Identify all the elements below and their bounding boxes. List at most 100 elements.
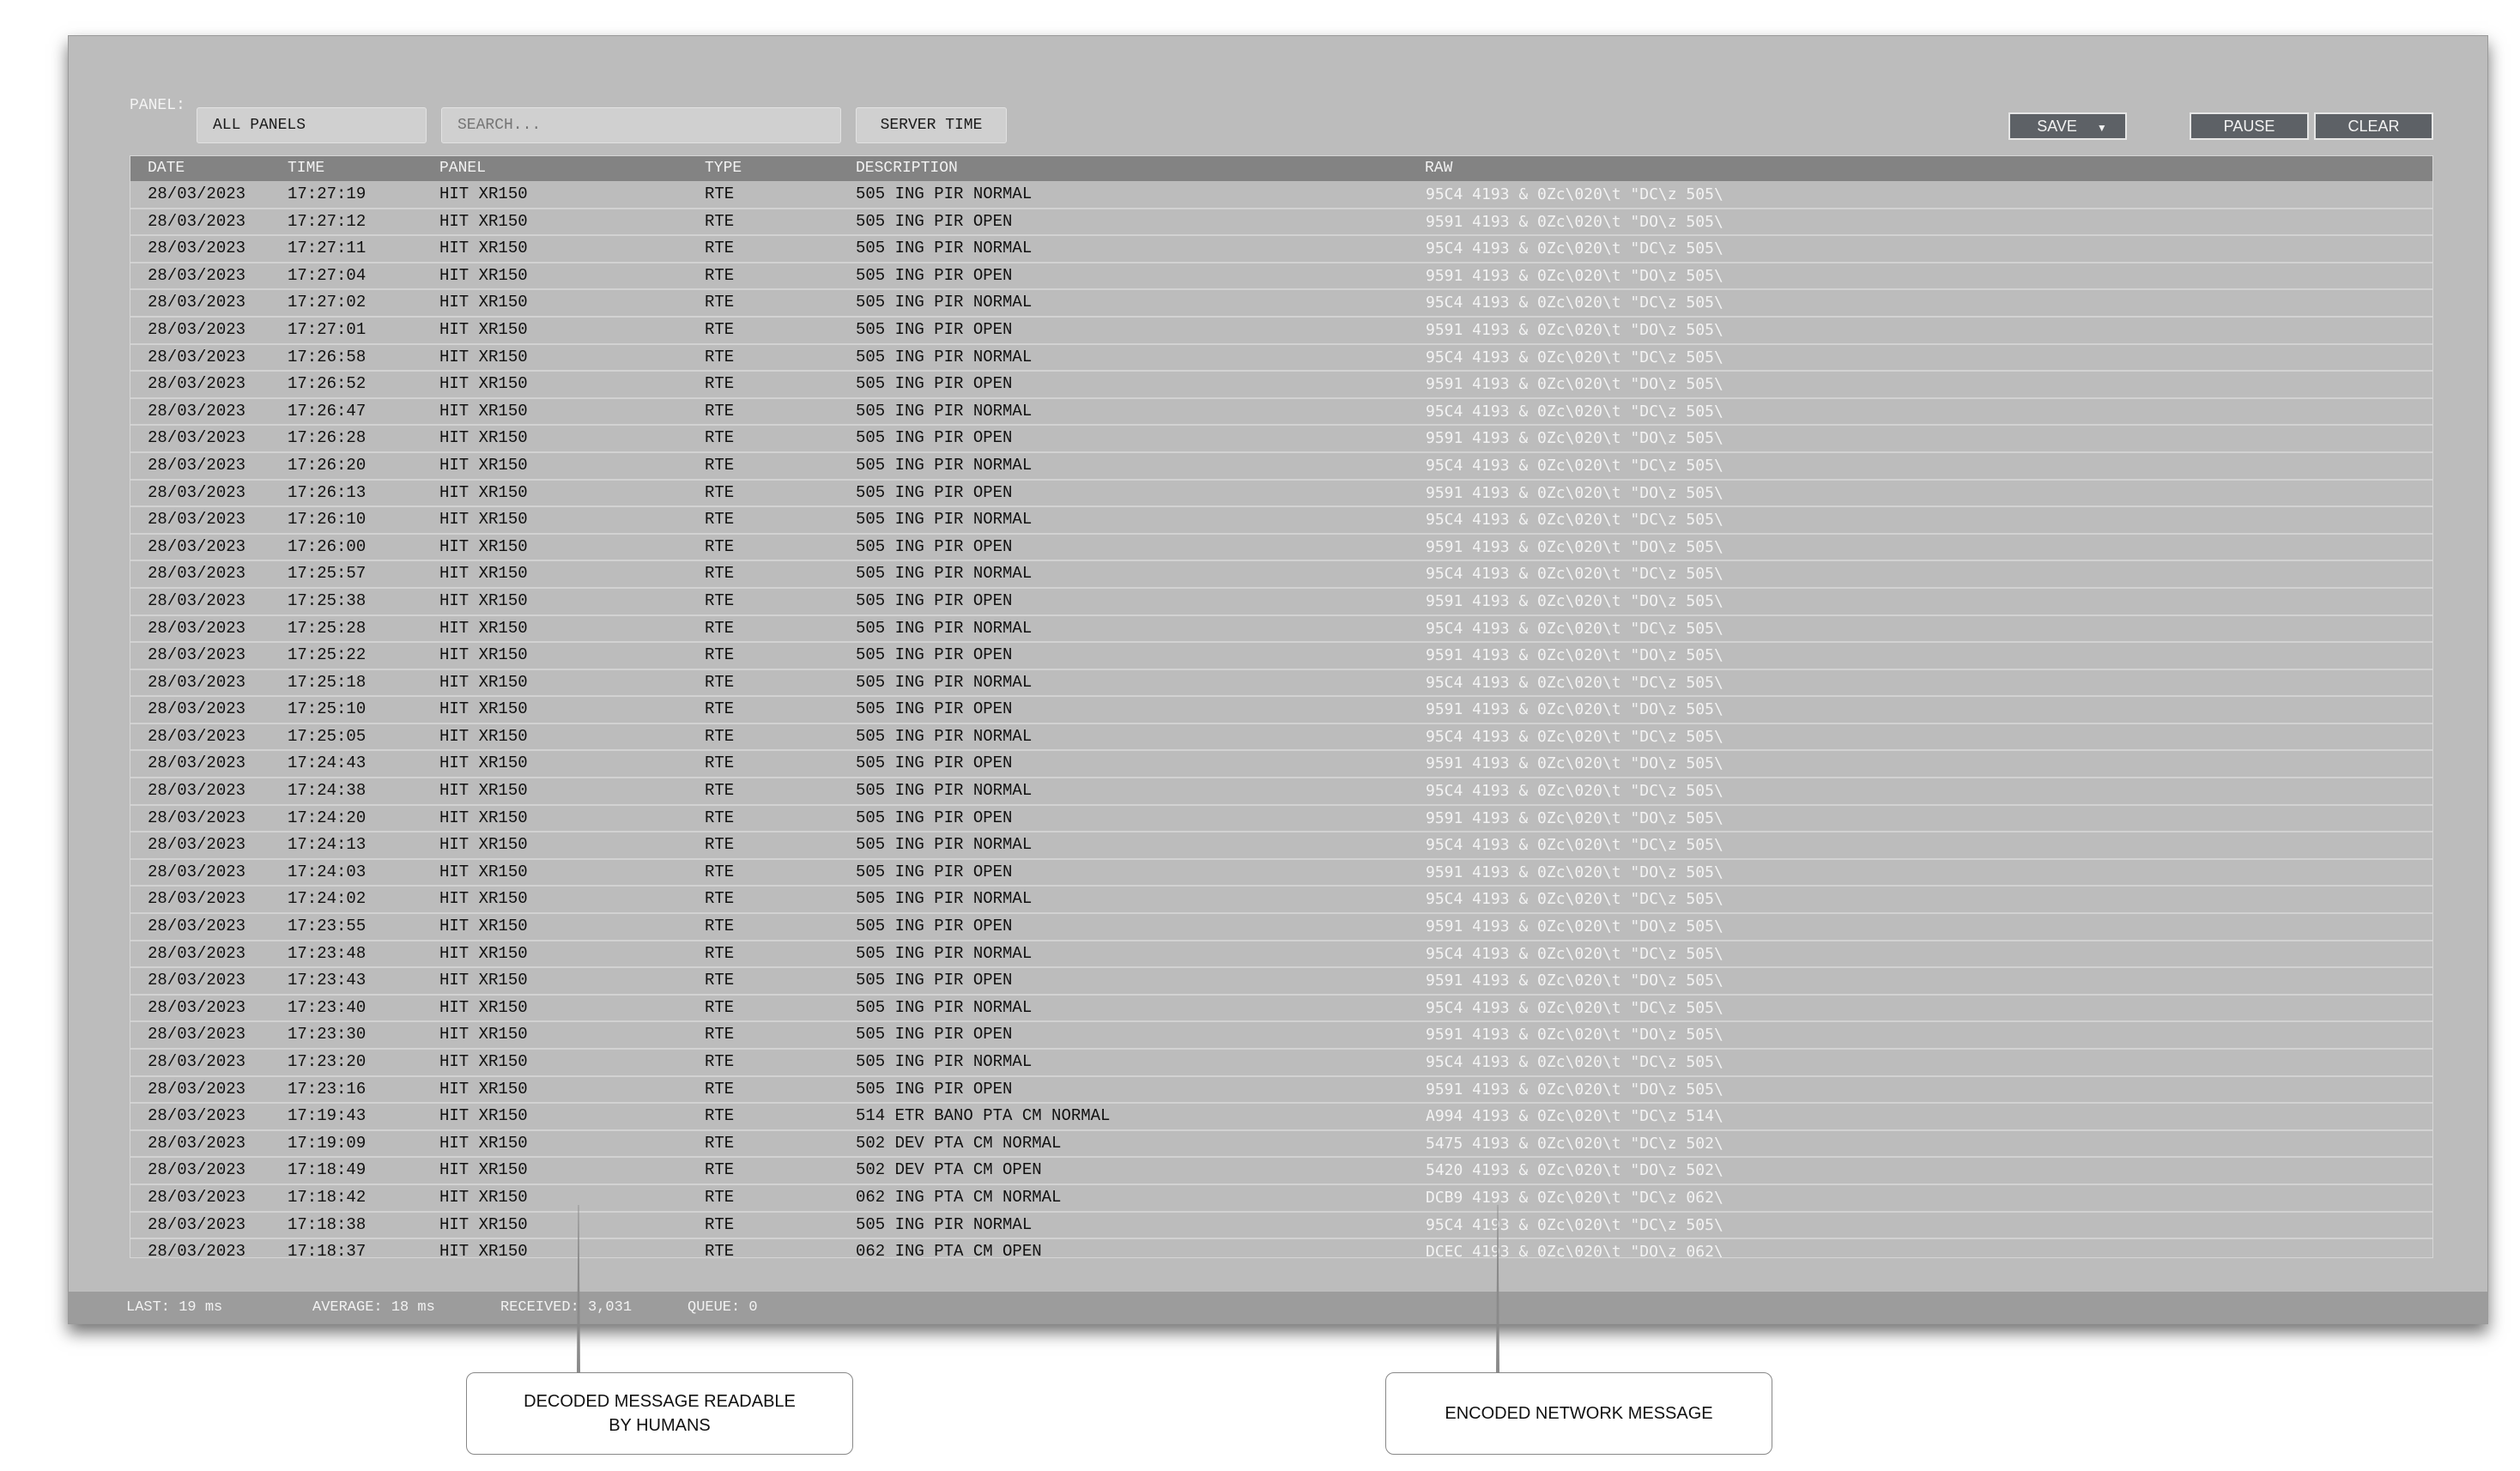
save-button[interactable]: SAVE ▼	[2008, 112, 2127, 140]
cell-date: 28/03/2023	[148, 455, 246, 475]
cell-date: 28/03/2023	[148, 482, 246, 502]
column-header-time[interactable]: TIME	[288, 160, 325, 177]
cell-type: RTE	[705, 211, 735, 231]
cell-panel: HIT XR150	[439, 862, 528, 881]
table-row[interactable]: 28/03/2023 17:23:43 HIT XR150 RTE 505 ING PI…	[130, 968, 2432, 996]
table-row[interactable]: 28/03/2023 17:18:42 HIT XR150 RTE 062 ING PT…	[130, 1185, 2432, 1213]
table-row[interactable]: 28/03/2023 17:19:09 HIT XR150 RTE 502 DEV PT…	[130, 1131, 2432, 1159]
column-header-date[interactable]: DATE	[148, 160, 185, 177]
cell-panel: HIT XR150	[439, 510, 528, 530]
cell-panel: HIT XR150	[439, 1079, 528, 1099]
cell-type: RTE	[705, 1079, 735, 1099]
table-row[interactable]: 28/03/2023 17:24:02 HIT XR150 RTE 505 ING PI…	[130, 887, 2432, 915]
table-row[interactable]: 28/03/2023 17:19:43 HIT XR150 RTE 514 ETR BA…	[130, 1104, 2432, 1131]
table-row[interactable]: 28/03/2023 17:24:38 HIT XR150 RTE 505 ING PI…	[130, 778, 2432, 806]
table-row[interactable]: 28/03/2023 17:25:18 HIT XR150 RTE 505 ING PI…	[130, 670, 2432, 698]
cell-date: 28/03/2023	[148, 185, 246, 203]
column-header-raw[interactable]: RAW	[1425, 160, 1453, 177]
column-header-panel[interactable]: PANEL	[439, 160, 487, 177]
table-body[interactable]: 28/03/2023 17:27:19 HIT XR150 RTE 505 ING PI…	[130, 182, 2432, 1257]
cell-raw: 9591 4193 & 0Zc\020\t "DO\z 505\	[1426, 483, 1723, 502]
table-row[interactable]: 28/03/2023 17:27:04 HIT XR150 RTE 505 ING PI…	[130, 263, 2432, 291]
cell-date: 28/03/2023	[148, 645, 246, 665]
pause-button[interactable]: PAUSE	[2190, 112, 2309, 140]
search-input[interactable]	[457, 108, 840, 142]
table-row[interactable]: 28/03/2023 17:27:12 HIT XR150 RTE 505 ING PI…	[130, 209, 2432, 237]
cell-date: 28/03/2023	[148, 590, 246, 610]
table-row[interactable]: 28/03/2023 17:27:02 HIT XR150 RTE 505 ING PI…	[130, 290, 2432, 318]
table-row[interactable]: 28/03/2023 17:18:38 HIT XR150 RTE 505 ING PI…	[130, 1213, 2432, 1240]
table-row[interactable]: 28/03/2023 17:24:03 HIT XR150 RTE 505 ING PI…	[130, 860, 2432, 887]
table-row[interactable]: 28/03/2023 17:26:10 HIT XR150 RTE 505 ING PI…	[130, 507, 2432, 535]
cell-description: 505 ING PIR OPEN	[856, 482, 1013, 502]
table-row[interactable]: 28/03/2023 17:26:52 HIT XR150 RTE 505 ING PI…	[130, 372, 2432, 399]
status-average: AVERAGE: 18 ms	[312, 1299, 435, 1316]
cell-description: 505 ING PIR OPEN	[856, 971, 1013, 990]
table-row[interactable]: 28/03/2023 17:25:22 HIT XR150 RTE 505 ING PI…	[130, 643, 2432, 670]
table-row[interactable]: 28/03/2023 17:27:01 HIT XR150 RTE 505 ING PI…	[130, 318, 2432, 345]
table-row[interactable]: 28/03/2023 17:18:37 HIT XR150 RTE 062 ING PT…	[130, 1239, 2432, 1257]
cell-date: 28/03/2023	[148, 1242, 246, 1257]
table-row[interactable]: 28/03/2023 17:25:10 HIT XR150 RTE 505 ING PI…	[130, 697, 2432, 724]
cell-description: 505 ING PIR OPEN	[856, 862, 1013, 881]
table-row[interactable]: 28/03/2023 17:24:43 HIT XR150 RTE 505 ING PI…	[130, 751, 2432, 779]
cell-date: 28/03/2023	[148, 401, 246, 421]
clear-button[interactable]: CLEAR	[2314, 112, 2433, 140]
table-row[interactable]: 28/03/2023 17:18:49 HIT XR150 RTE 502 DEV PT…	[130, 1158, 2432, 1185]
cell-description: 505 ING PIR NORMAL	[856, 943, 1033, 963]
cell-date: 28/03/2023	[148, 374, 246, 394]
cell-panel: HIT XR150	[439, 1242, 528, 1257]
cell-panel: HIT XR150	[439, 1025, 528, 1044]
cell-raw: 95C4 4193 & 0Zc\020\t "DC\z 505\	[1426, 511, 1723, 530]
cell-raw: 9591 4193 & 0Zc\020\t "DO\z 505\	[1426, 917, 1723, 936]
table-row[interactable]: 28/03/2023 17:25:57 HIT XR150 RTE 505 ING PI…	[130, 561, 2432, 589]
panel-select[interactable]: ALL PANELS	[197, 107, 427, 143]
table-row[interactable]: 28/03/2023 17:27:19 HIT XR150 RTE 505 ING PI…	[130, 182, 2432, 209]
column-header-type[interactable]: TYPE	[705, 160, 742, 177]
table-row[interactable]: 28/03/2023 17:23:16 HIT XR150 RTE 505 ING PI…	[130, 1077, 2432, 1105]
column-header-description[interactable]: DESCRIPTION	[856, 160, 958, 177]
cell-description: 505 ING PIR OPEN	[856, 1025, 1013, 1044]
cell-type: RTE	[705, 889, 735, 909]
cell-raw: 95C4 4193 & 0Zc\020\t "DC\z 505\	[1426, 456, 1723, 475]
cell-description: 514 ETR BANO PTA CM NORMAL	[856, 1106, 1111, 1126]
table-row[interactable]: 28/03/2023 17:23:30 HIT XR150 RTE 505 ING PI…	[130, 1022, 2432, 1050]
table-row[interactable]: 28/03/2023 17:25:38 HIT XR150 RTE 505 ING PI…	[130, 589, 2432, 616]
status-bar: LAST: 19 ms AVERAGE: 18 ms RECEIVED: 3,0…	[69, 1292, 2487, 1323]
cell-panel: HIT XR150	[439, 726, 528, 746]
search-field[interactable]	[441, 107, 841, 143]
table-row[interactable]: 28/03/2023 17:23:20 HIT XR150 RTE 505 ING PI…	[130, 1050, 2432, 1077]
cell-description: 505 ING PIR NORMAL	[856, 672, 1033, 692]
table-row[interactable]: 28/03/2023 17:23:55 HIT XR150 RTE 505 ING PI…	[130, 914, 2432, 941]
table-row[interactable]: 28/03/2023 17:26:13 HIT XR150 RTE 505 ING PI…	[130, 481, 2432, 508]
table-row[interactable]: 28/03/2023 17:27:11 HIT XR150 RTE 505 ING PI…	[130, 236, 2432, 263]
cell-time: 17:26:20	[288, 455, 366, 475]
table-row[interactable]: 28/03/2023 17:25:28 HIT XR150 RTE 505 ING PI…	[130, 616, 2432, 644]
cell-date: 28/03/2023	[148, 1160, 246, 1180]
table-row[interactable]: 28/03/2023 17:26:47 HIT XR150 RTE 505 ING PI…	[130, 399, 2432, 427]
table-row[interactable]: 28/03/2023 17:26:28 HIT XR150 RTE 505 ING PI…	[130, 426, 2432, 453]
table-row[interactable]: 28/03/2023 17:26:20 HIT XR150 RTE 505 ING PI…	[130, 453, 2432, 481]
table-row[interactable]: 28/03/2023 17:26:00 HIT XR150 RTE 505 ING PI…	[130, 535, 2432, 562]
cell-date: 28/03/2023	[148, 808, 246, 827]
table-row[interactable]: 28/03/2023 17:24:13 HIT XR150 RTE 505 ING PI…	[130, 832, 2432, 860]
table-row[interactable]: 28/03/2023 17:24:20 HIT XR150 RTE 505 ING PI…	[130, 806, 2432, 833]
cell-raw: 95C4 4193 & 0Zc\020\t "DC\z 505\	[1426, 998, 1723, 1017]
table-row[interactable]: 28/03/2023 17:23:48 HIT XR150 RTE 505 ING PI…	[130, 941, 2432, 969]
cell-panel: HIT XR150	[439, 564, 528, 584]
table-row[interactable]: 28/03/2023 17:25:05 HIT XR150 RTE 505 ING PI…	[130, 724, 2432, 752]
table-row[interactable]: 28/03/2023 17:23:40 HIT XR150 RTE 505 ING PI…	[130, 996, 2432, 1023]
cell-time: 17:27:12	[288, 211, 366, 231]
cell-type: RTE	[705, 1214, 735, 1234]
cell-raw: 9591 4193 & 0Zc\020\t "DO\z 505\	[1426, 212, 1723, 231]
cell-description: 062 ING PTA CM OPEN	[856, 1242, 1042, 1257]
server-time-button[interactable]: SERVER TIME	[856, 107, 1007, 143]
cell-description: 505 ING PIR NORMAL	[856, 401, 1033, 421]
cell-raw: DCB9 4193 & 0Zc\020\t "DC\z 062\	[1426, 1188, 1723, 1207]
cell-raw: 95C4 4193 & 0Zc\020\t "DC\z 505\	[1426, 294, 1723, 312]
table-row[interactable]: 28/03/2023 17:26:58 HIT XR150 RTE 505 ING PI…	[130, 345, 2432, 372]
callout-decoded: DECODED MESSAGE READABLE BY HUMANS	[466, 1372, 853, 1455]
cell-date: 28/03/2023	[148, 726, 246, 746]
cell-raw: 9591 4193 & 0Zc\020\t "DO\z 505\	[1426, 700, 1723, 719]
cell-raw: 9591 4193 & 0Zc\020\t "DO\z 505\	[1426, 863, 1723, 881]
